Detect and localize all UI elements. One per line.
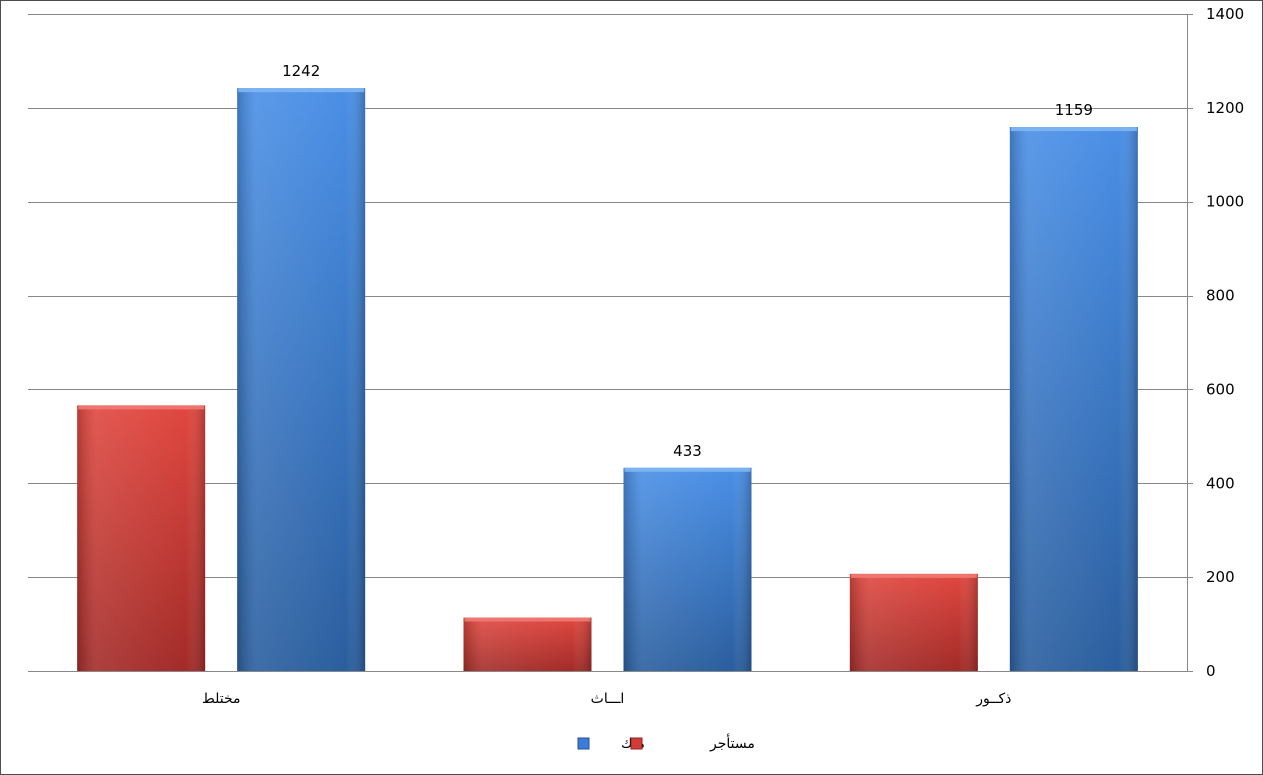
- data-label: 1242: [282, 62, 320, 80]
- bars: [77, 88, 1138, 672]
- bar-bevel: [464, 617, 591, 622]
- bar-bevel: [624, 467, 751, 472]
- y-tick-label: 600: [1206, 380, 1235, 398]
- legend-label-rented: مستأجر: [709, 733, 755, 752]
- category-label: ذكــور: [975, 691, 1011, 707]
- y-tick-label: 400: [1206, 474, 1235, 492]
- bar-shading: [237, 88, 366, 671]
- bar-shading: [77, 405, 206, 671]
- legend: ملكمستأجر: [577, 733, 755, 752]
- y-tick-label: 200: [1206, 568, 1235, 586]
- x-axis-category-labels: ذكــور اـــاث مختلط: [202, 691, 1012, 707]
- bar-bevel: [850, 573, 977, 578]
- bar-shading: [463, 617, 592, 671]
- legend-swatch-owned: [577, 737, 590, 750]
- data-labels: 1159 433 1242: [282, 62, 1093, 460]
- bar-bevel: [1010, 127, 1137, 132]
- y-tick-label: 1200: [1206, 99, 1244, 117]
- bar-bevel: [78, 405, 205, 410]
- y-tick-label: 0: [1206, 662, 1216, 680]
- legend-swatch-rented: [630, 737, 643, 750]
- data-label: 433: [673, 442, 702, 460]
- data-label: 1159: [1055, 101, 1093, 119]
- bar-shading: [1009, 127, 1138, 672]
- bar-bevel: [238, 88, 365, 93]
- category-label: اـــاث: [591, 691, 625, 707]
- bar-shading: [849, 573, 978, 671]
- y-tick-label: 800: [1206, 287, 1235, 305]
- y-tick-label: 1400: [1206, 5, 1244, 23]
- y-tick-label: 1000: [1206, 193, 1244, 211]
- bar-shading: [623, 467, 752, 671]
- gridlines: [28, 14, 1193, 672]
- y-axis-tick-labels: 0 200 400 600 800 1000 1200 1400: [1206, 5, 1244, 680]
- category-label: مختلط: [202, 691, 241, 707]
